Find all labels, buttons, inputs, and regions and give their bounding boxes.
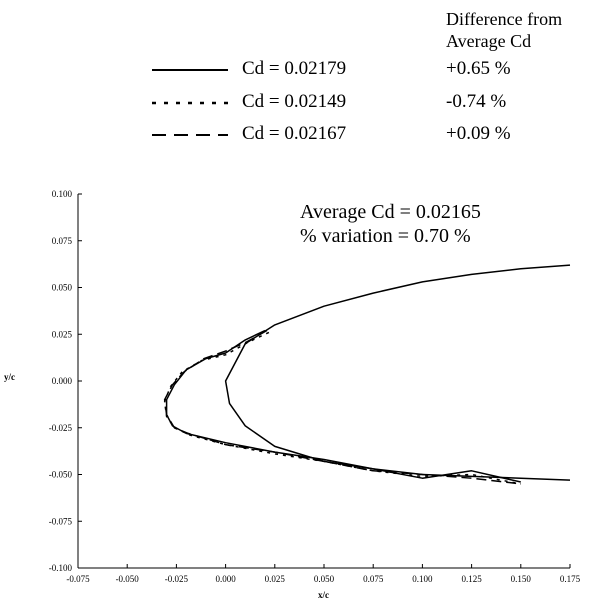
x-tick-label: 0.100 bbox=[412, 574, 433, 584]
x-tick-label: 0.050 bbox=[314, 574, 335, 584]
legend-diff-dotted: -0.74 % bbox=[446, 91, 507, 112]
y-tick-label: 0.075 bbox=[52, 236, 73, 246]
x-tick-label: -0.050 bbox=[116, 574, 140, 584]
x-tick-label: 0.125 bbox=[461, 574, 482, 584]
legend-header-line1: Difference from bbox=[446, 9, 563, 29]
y-tick-label: 0.100 bbox=[52, 189, 73, 199]
x-tick-label: -0.075 bbox=[66, 574, 90, 584]
series-line-solid-0 bbox=[224, 264, 571, 481]
x-tick-label: 0.075 bbox=[363, 574, 384, 584]
y-tick-label: -0.050 bbox=[49, 470, 73, 480]
x-tick-label: -0.025 bbox=[165, 574, 189, 584]
series-layer bbox=[163, 264, 571, 485]
legend-label-dotted: Cd = 0.02149 bbox=[242, 91, 347, 112]
axes bbox=[77, 194, 570, 569]
legend-line-dashed bbox=[152, 134, 228, 136]
x-tick-label: 0.000 bbox=[215, 574, 236, 584]
x-tick-label: 0.025 bbox=[265, 574, 286, 584]
y-tick-label: 0.000 bbox=[52, 376, 73, 386]
x-tick-label: 0.175 bbox=[560, 574, 581, 584]
y-tick-label: 0.025 bbox=[52, 329, 73, 339]
legend-row-dotted: Cd = 0.02149 -0.74 % bbox=[150, 91, 590, 117]
legend-diff-solid: +0.65 % bbox=[446, 58, 511, 79]
average-annotation: Average Cd = 0.02165 % variation = 0.70 … bbox=[300, 200, 481, 248]
y-tick-label: -0.100 bbox=[49, 563, 73, 573]
average-cd-label: Average Cd = 0.02165 bbox=[300, 201, 481, 223]
legend-header: Difference from Average Cd bbox=[446, 8, 562, 52]
x-tick-label: 0.150 bbox=[511, 574, 532, 584]
legend-diff-dashed: +0.09 % bbox=[446, 123, 511, 144]
legend-row-solid: Cd = 0.02179 +0.65 % bbox=[150, 58, 590, 84]
legend-label-dashed: Cd = 0.02167 bbox=[242, 123, 347, 144]
legend-line-solid bbox=[152, 69, 228, 71]
legend-header-line2: Average Cd bbox=[446, 31, 532, 51]
y-tick-label: 0.050 bbox=[52, 283, 73, 293]
y-axis-label: y/c bbox=[4, 372, 15, 382]
legend-label-solid: Cd = 0.02179 bbox=[242, 58, 347, 79]
y-tick-label: -0.025 bbox=[49, 423, 73, 433]
y-tick-label: -0.075 bbox=[49, 516, 73, 526]
variation-label: % variation = 0.70 % bbox=[300, 225, 471, 247]
x-axis-label: x/c bbox=[318, 590, 329, 600]
legend-row-dashed: Cd = 0.02167 +0.09 % bbox=[150, 123, 590, 149]
series-line-dashed-3 bbox=[163, 329, 521, 485]
legend-line-dotted bbox=[152, 101, 228, 105]
tick-marks: -0.075 -0.050 -0.025 0.000 0.025 0.050 0.075 0.… bbox=[49, 189, 581, 584]
series-line-dotted-2 bbox=[163, 331, 521, 485]
